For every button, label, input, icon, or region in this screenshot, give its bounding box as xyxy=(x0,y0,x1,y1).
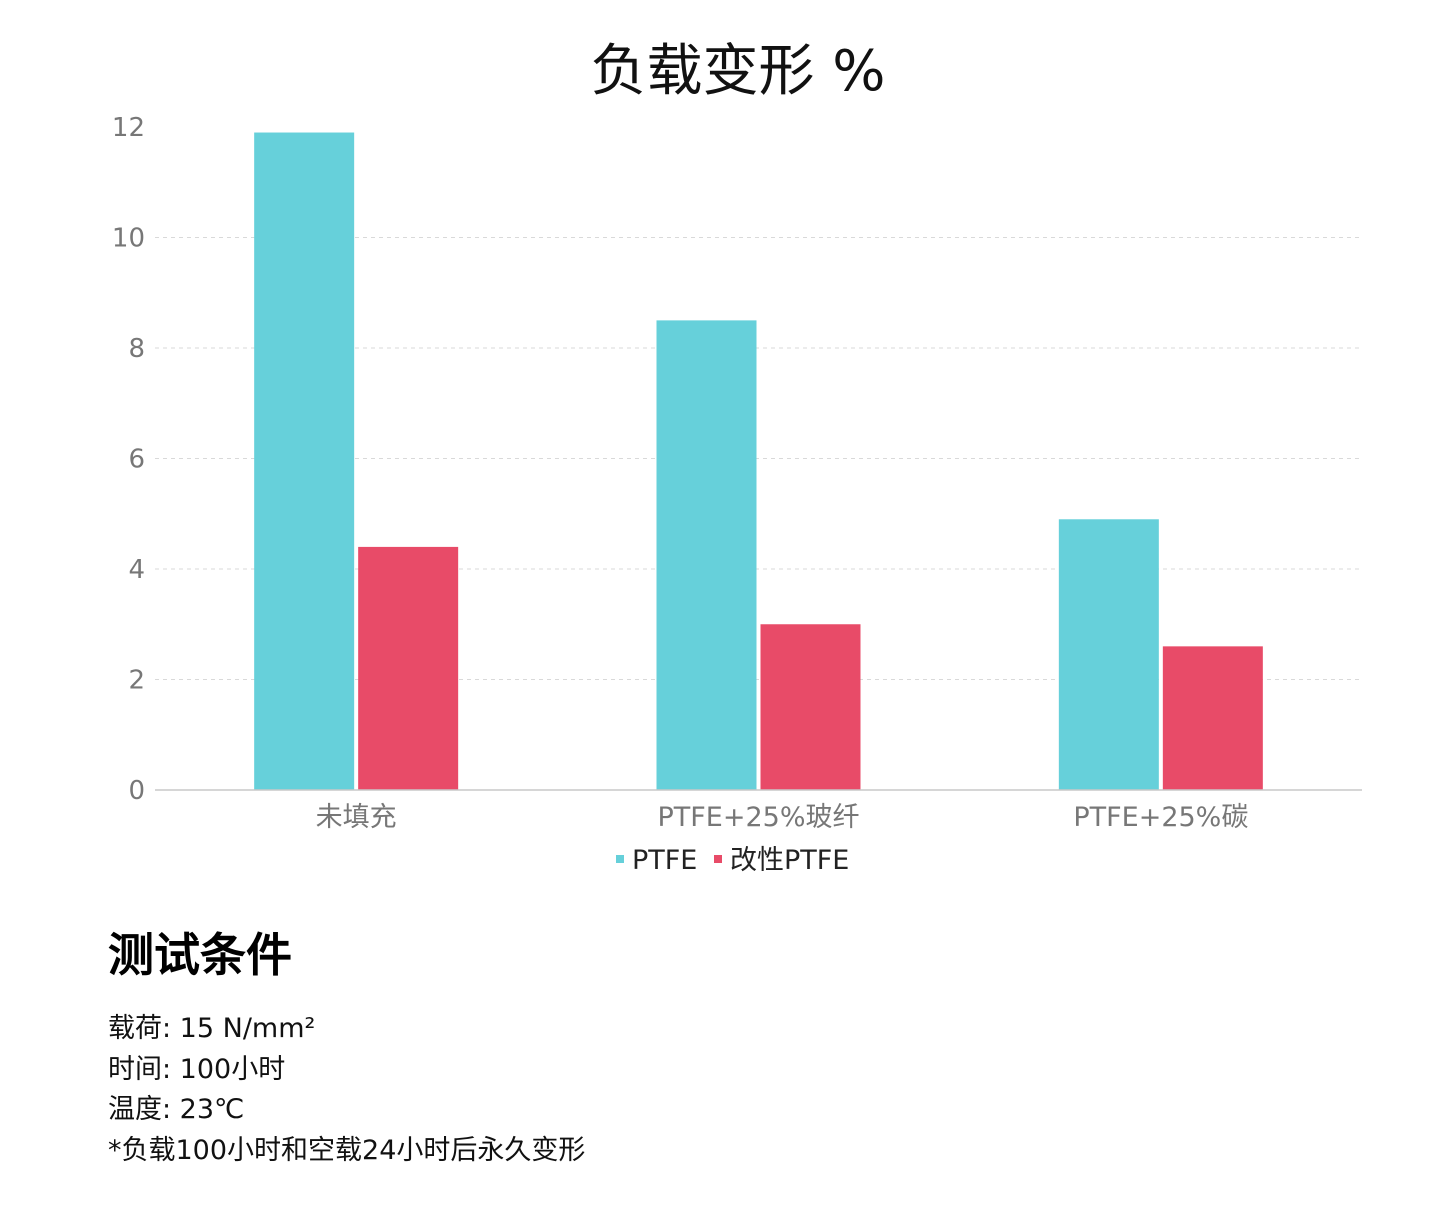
bar-modified-ptfe xyxy=(358,546,459,790)
legend-label: 改性PTFE xyxy=(730,845,849,876)
y-tick-label: 2 xyxy=(128,666,145,696)
x-tick-label: PTFE+25%玻纤 xyxy=(658,802,860,833)
x-axis-ticks: 未填充 PTFE+25%玻纤 PTFE+25%碳 xyxy=(316,802,1249,833)
y-tick-label: 10 xyxy=(112,224,145,254)
legend-label: PTFE xyxy=(632,845,697,876)
y-tick-label: 4 xyxy=(128,555,145,585)
condition-temperature: 温度: 23℃ xyxy=(108,1094,245,1125)
y-tick-label: 8 xyxy=(128,334,145,364)
legend-swatch xyxy=(616,855,624,863)
legend: PTFE 改性PTFE xyxy=(616,845,849,876)
gridlines xyxy=(155,237,1362,680)
x-tick-label: PTFE+25%碳 xyxy=(1073,802,1248,833)
bar-ptfe xyxy=(1058,519,1159,790)
bar-ptfe xyxy=(656,320,757,790)
bars xyxy=(254,132,1263,790)
y-axis-ticks: 0 2 4 6 8 10 12 xyxy=(112,113,145,806)
conditions-heading: 测试条件 xyxy=(108,928,292,982)
condition-load: 载荷: 15 N/mm² xyxy=(108,1013,316,1044)
bar-modified-ptfe xyxy=(1162,646,1263,790)
bar-modified-ptfe xyxy=(760,624,861,790)
test-conditions: 测试条件 载荷: 15 N/mm² 时间: 100小时 温度: 23℃ *负载1… xyxy=(108,925,1008,1171)
bar-ptfe xyxy=(254,132,355,790)
condition-time: 时间: 100小时 xyxy=(108,1053,286,1085)
y-tick-label: 12 xyxy=(112,113,145,143)
y-tick-label: 0 xyxy=(128,776,145,806)
condition-footnote: *负载100小时和空载24小时后永久变形 xyxy=(108,1134,586,1166)
y-tick-label: 6 xyxy=(128,445,145,475)
chart-title: 负载变形 % xyxy=(590,39,885,104)
x-tick-label: 未填充 xyxy=(316,802,397,833)
legend-swatch xyxy=(714,855,722,863)
